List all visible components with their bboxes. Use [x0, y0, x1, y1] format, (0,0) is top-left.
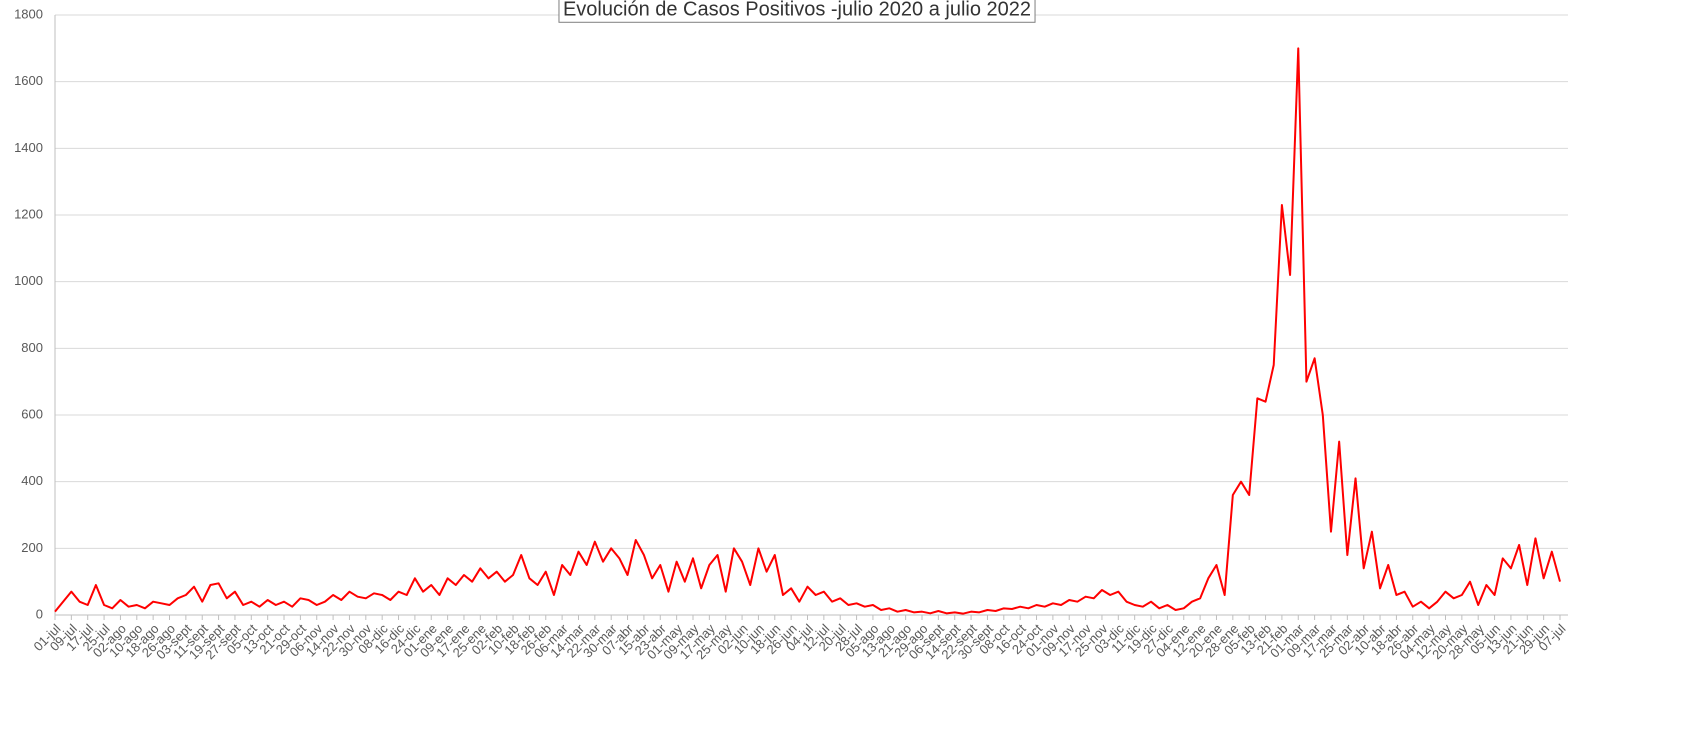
y-tick-label: 400 — [21, 473, 43, 488]
title-box — [558, 0, 1036, 23]
y-tick-label: 1000 — [14, 273, 43, 288]
y-tick-label: 600 — [21, 406, 43, 421]
y-tick-label: 1200 — [14, 206, 43, 221]
y-tick-label: 1600 — [14, 73, 43, 88]
y-tick-label: 1800 — [14, 6, 43, 21]
y-tick-label: 0 — [36, 606, 43, 621]
data-line — [54, 47, 1561, 615]
y-tick-label: 1400 — [14, 140, 43, 155]
y-tick-label: 800 — [21, 340, 43, 355]
chart-title: Evolución de Casos Positivos -julio 2020… — [563, 0, 1031, 20]
y-tick-label: 200 — [21, 540, 43, 555]
